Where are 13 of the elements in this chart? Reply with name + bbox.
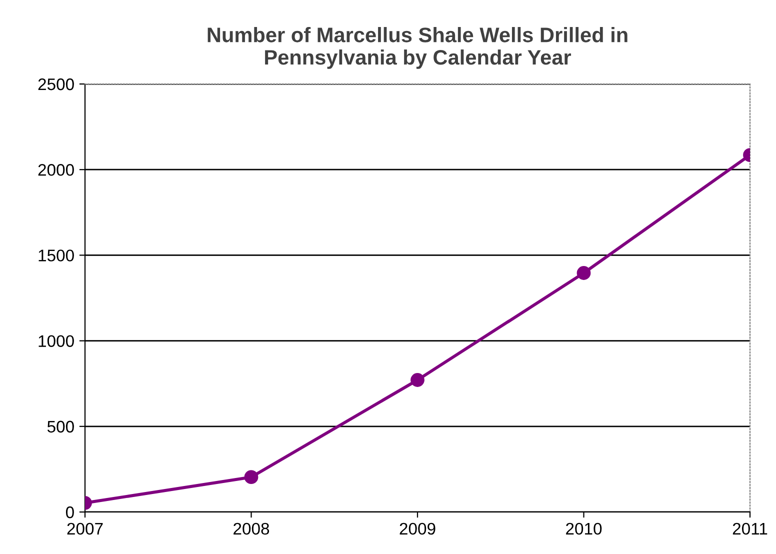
y-tick-label: 1500 [38, 250, 74, 262]
y-tick-label: 0 [66, 506, 74, 518]
x-tick-label: 2010 [566, 522, 602, 535]
y-tick-label: 500 [47, 420, 74, 433]
x-tick-label: 2007 [67, 522, 103, 535]
y-tick-label: 2000 [38, 164, 74, 176]
x-tick-label: 2011 [732, 522, 768, 535]
y-tick-label: 1000 [38, 335, 74, 348]
x-tick-label: 2008 [234, 522, 270, 535]
x-tick-label: 2009 [400, 522, 436, 535]
y-tick-label: 2500 [38, 78, 74, 90]
point [410, 373, 424, 387]
chart-title: Number of Marcellus Shale Wells Drilled in Pennsylvania by Calendar Year [208, 27, 628, 69]
